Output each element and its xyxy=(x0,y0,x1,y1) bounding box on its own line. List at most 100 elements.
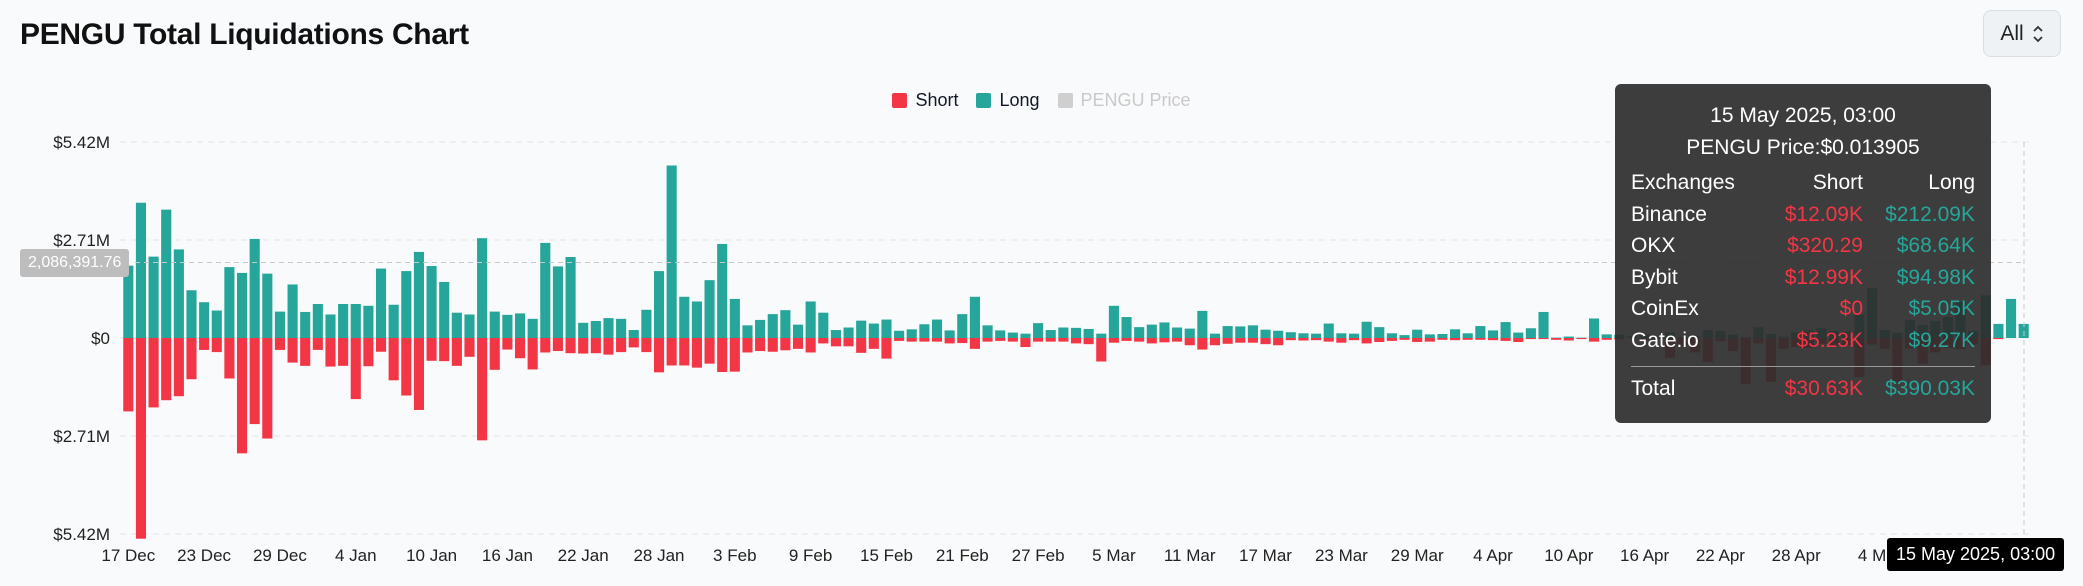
short-bar[interactable] xyxy=(477,338,488,441)
legend-item-short[interactable]: Short xyxy=(892,90,958,111)
long-bar[interactable] xyxy=(1146,324,1157,338)
long-bar[interactable] xyxy=(1045,330,1056,338)
long-bar[interactable] xyxy=(1121,317,1132,338)
short-bar[interactable] xyxy=(186,338,197,380)
long-bar[interactable] xyxy=(944,330,955,338)
short-bar[interactable] xyxy=(704,338,715,364)
short-bar[interactable] xyxy=(388,338,399,381)
short-bar[interactable] xyxy=(995,338,1006,341)
short-bar[interactable] xyxy=(123,338,134,412)
short-bar[interactable] xyxy=(363,338,374,367)
short-bar[interactable] xyxy=(1134,338,1145,342)
short-bar[interactable] xyxy=(1108,338,1119,343)
short-bar[interactable] xyxy=(653,338,665,373)
long-bar[interactable] xyxy=(1235,326,1246,338)
long-bar[interactable] xyxy=(1538,311,1549,338)
long-bar[interactable] xyxy=(578,322,589,338)
short-bar[interactable] xyxy=(464,338,475,357)
short-bar[interactable] xyxy=(780,338,791,351)
long-bar[interactable] xyxy=(1601,334,1612,338)
long-bar[interactable] xyxy=(1336,333,1347,338)
short-bar[interactable] xyxy=(628,338,639,348)
long-bar[interactable] xyxy=(1209,333,1221,338)
short-bar[interactable] xyxy=(1096,338,1107,362)
long-bar[interactable] xyxy=(1500,322,1511,338)
long-bar[interactable] xyxy=(249,238,260,338)
short-bar[interactable] xyxy=(1184,338,1195,346)
long-bar[interactable] xyxy=(729,298,740,338)
short-bar[interactable] xyxy=(375,338,387,352)
short-bar[interactable] xyxy=(843,338,854,347)
short-bar[interactable] xyxy=(1513,338,1524,342)
short-bar[interactable] xyxy=(1247,338,1258,343)
long-bar[interactable] xyxy=(1298,333,1309,338)
short-bar[interactable] xyxy=(919,338,930,342)
long-bar[interactable] xyxy=(755,319,766,338)
short-bar[interactable] xyxy=(1993,338,2004,340)
long-bar[interactable] xyxy=(540,242,551,338)
short-bar[interactable] xyxy=(982,338,993,342)
long-bar[interactable] xyxy=(1083,328,1094,338)
short-bar[interactable] xyxy=(830,338,841,347)
long-bar[interactable] xyxy=(2005,298,2017,338)
long-bar[interactable] xyxy=(1563,336,1574,338)
short-bar[interactable] xyxy=(1538,338,1549,340)
short-bar[interactable] xyxy=(426,338,437,361)
short-bar[interactable] xyxy=(1374,338,1385,342)
short-bar[interactable] xyxy=(1285,338,1296,341)
short-bar[interactable] xyxy=(1412,338,1423,342)
long-bar[interactable] xyxy=(401,271,412,338)
short-bar[interactable] xyxy=(1159,338,1170,343)
short-bar[interactable] xyxy=(514,338,526,359)
short-bar[interactable] xyxy=(666,338,677,366)
long-bar[interactable] xyxy=(704,280,715,338)
long-bar[interactable] xyxy=(969,296,980,338)
short-bar[interactable] xyxy=(312,338,323,350)
long-bar[interactable] xyxy=(1513,332,1524,338)
short-bar[interactable] xyxy=(1386,338,1397,341)
long-bar[interactable] xyxy=(1412,329,1423,338)
short-bar[interactable] xyxy=(767,338,778,352)
long-bar[interactable] xyxy=(464,314,475,338)
long-bar[interactable] xyxy=(1437,334,1448,338)
short-bar[interactable] xyxy=(969,338,980,349)
long-bar[interactable] xyxy=(1134,327,1145,338)
long-bar[interactable] xyxy=(982,325,993,338)
short-bar[interactable] xyxy=(135,338,147,539)
short-bar[interactable] xyxy=(1146,338,1157,344)
long-bar[interactable] xyxy=(148,256,159,338)
short-bar[interactable] xyxy=(1601,338,1612,340)
short-bar[interactable] xyxy=(1083,338,1094,345)
long-bar[interactable] xyxy=(641,309,652,338)
long-bar[interactable] xyxy=(413,251,424,338)
long-bar[interactable] xyxy=(1323,323,1334,338)
short-bar[interactable] xyxy=(1563,338,1574,341)
long-bar[interactable] xyxy=(489,311,500,338)
long-bar[interactable] xyxy=(717,243,728,338)
long-bar[interactable] xyxy=(931,319,943,338)
legend-item-long[interactable]: Long xyxy=(976,90,1040,111)
long-bar[interactable] xyxy=(843,327,854,338)
long-bar[interactable] xyxy=(350,304,361,338)
short-bar[interactable] xyxy=(578,338,589,354)
short-bar[interactable] xyxy=(1235,338,1246,343)
short-bar[interactable] xyxy=(1336,338,1347,343)
long-bar[interactable] xyxy=(325,314,336,338)
long-bar[interactable] xyxy=(1222,326,1233,338)
long-bar[interactable] xyxy=(679,296,690,338)
short-bar[interactable] xyxy=(1450,338,1461,341)
long-bar[interactable] xyxy=(451,312,462,338)
long-bar[interactable] xyxy=(1172,327,1183,338)
long-bar[interactable] xyxy=(856,320,867,338)
short-bar[interactable] xyxy=(729,338,740,372)
short-bar[interactable] xyxy=(224,338,235,379)
short-bar[interactable] xyxy=(1070,338,1082,344)
long-bar[interactable] xyxy=(514,313,526,338)
short-bar[interactable] xyxy=(755,338,766,352)
short-bar[interactable] xyxy=(691,338,702,368)
short-bar[interactable] xyxy=(350,338,361,400)
long-bar[interactable] xyxy=(868,323,879,338)
long-bar[interactable] xyxy=(881,319,892,338)
long-bar[interactable] xyxy=(2018,323,2029,338)
long-bar[interactable] xyxy=(1108,305,1119,338)
